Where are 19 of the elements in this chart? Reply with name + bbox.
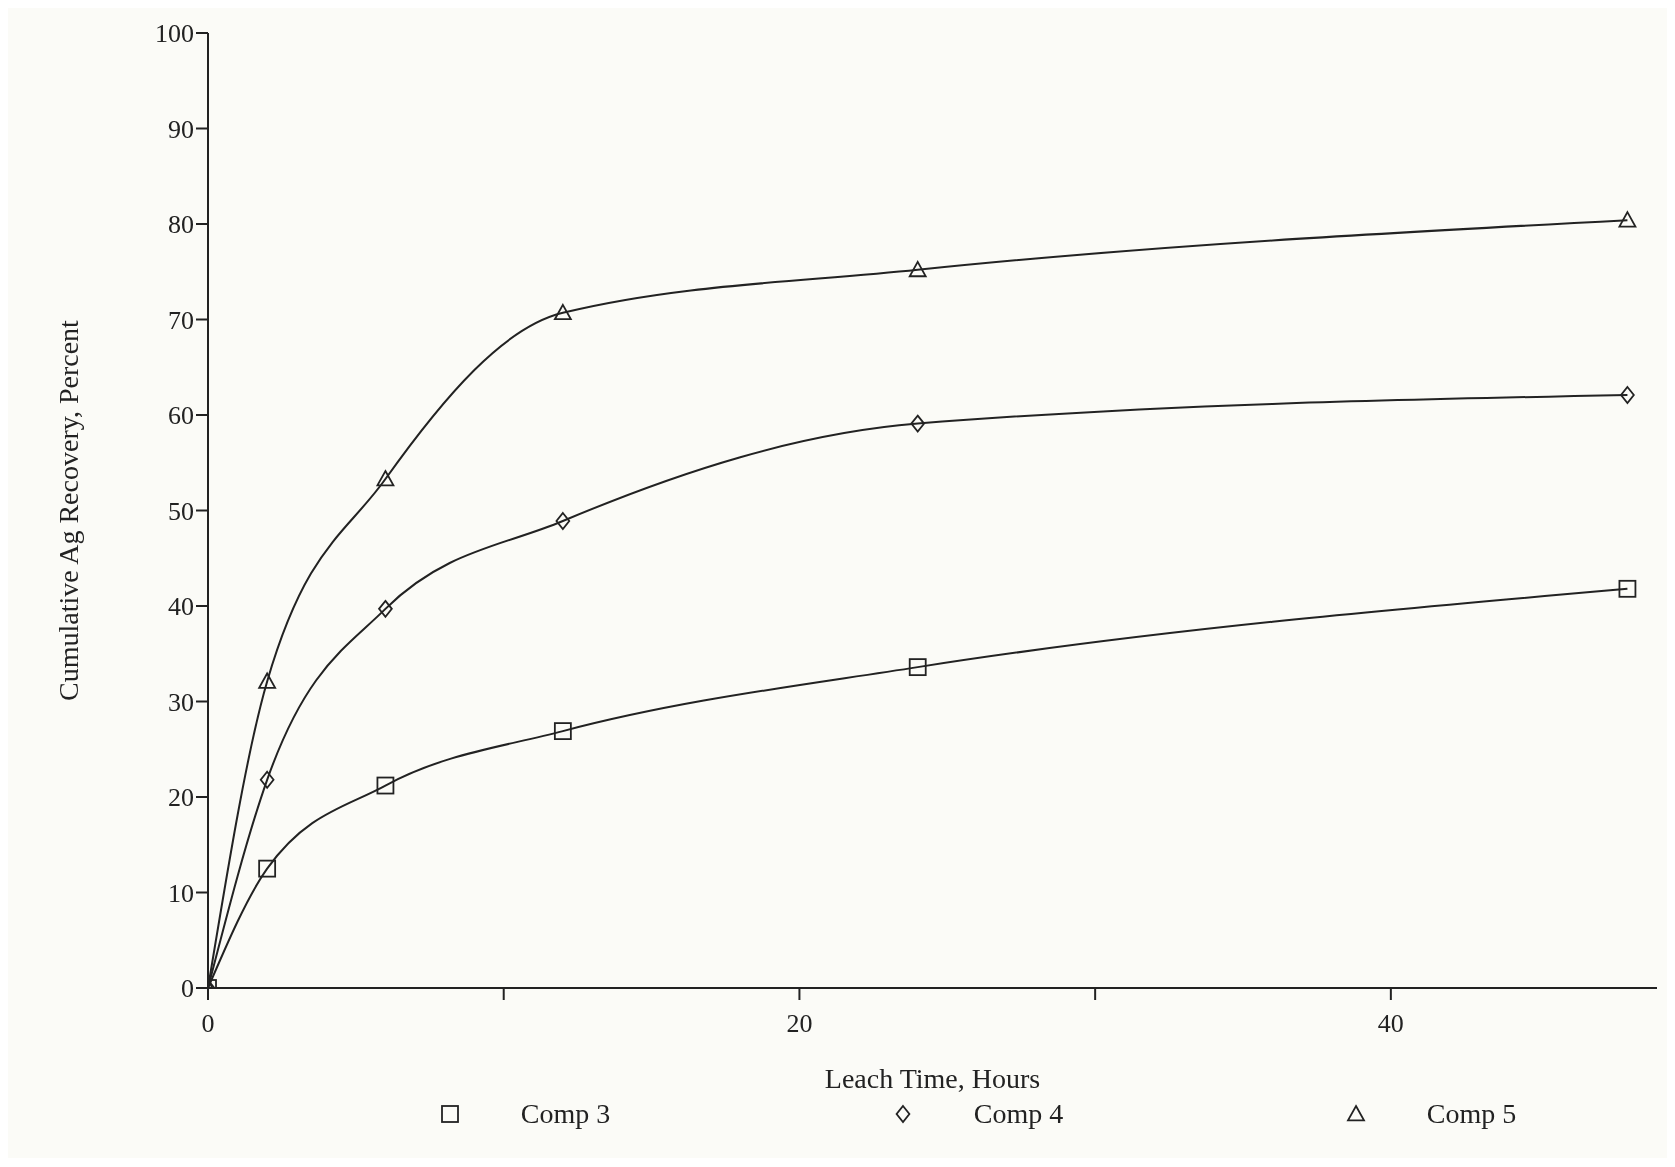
y-tick-label: 0 (181, 974, 194, 1004)
y-tick-label: 10 (168, 878, 194, 908)
legend-label: Comp 4 (973, 1098, 1064, 1130)
y-tick-label: 90 (168, 114, 194, 144)
y-axis-title: Cumulative Ag Recovery, Percent (52, 319, 84, 701)
x-tick-label: 0 (201, 1009, 215, 1039)
y-tick-label: 60 (168, 401, 194, 431)
y-tick-label: 30 (168, 687, 194, 717)
x-axis-title: Leach Time, Hours (824, 1063, 1041, 1094)
y-tick-label: 70 (168, 305, 194, 335)
y-tick-label: 20 (168, 783, 194, 813)
legend-label: Comp 3 (520, 1098, 611, 1130)
legend-label: Comp 5 (1426, 1098, 1517, 1130)
y-tick-label: 40 (168, 592, 194, 622)
y-tick-label: 50 (168, 496, 194, 526)
x-tick-label: 20 (786, 1009, 813, 1039)
y-tick-label: 100 (155, 19, 194, 49)
y-tick-label: 80 (168, 210, 194, 240)
x-tick-label: 40 (1377, 1009, 1404, 1039)
